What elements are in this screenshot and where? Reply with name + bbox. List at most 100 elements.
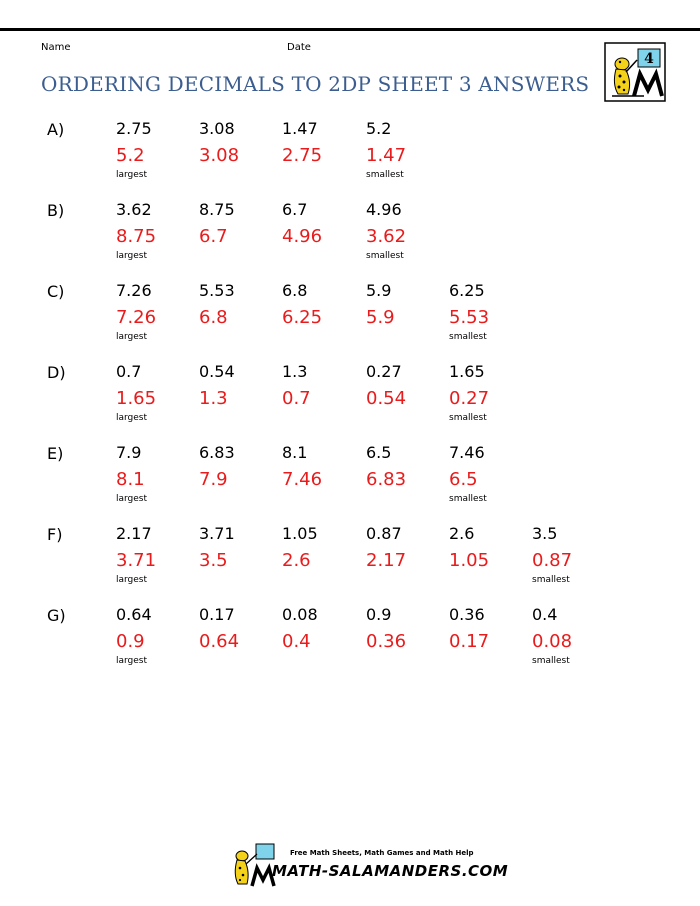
tag-spacer — [199, 494, 279, 504]
number-cell: 1.65 0.27 smallest — [449, 362, 529, 424]
original-number: 7.46 — [449, 443, 485, 462]
question-row: G) 0.64 0.9 largest 0.17 0.64 0.08 0.4 0.9 0.36 0.… — [0, 606, 700, 686]
ordered-answer: 8.75 — [116, 226, 157, 247]
ordered-answer: 7.46 — [282, 469, 323, 490]
ordered-answer: 2.6 — [282, 550, 311, 571]
question-label: F) — [47, 525, 63, 544]
question-label: D) — [47, 363, 66, 382]
footer-logo[interactable]: Free Math Sheets, Math Games and Math He… — [228, 842, 508, 888]
original-number: 6.25 — [449, 281, 485, 300]
sheet-title: ORDERING DECIMALS TO 2DP SHEET 3 ANSWERS — [41, 72, 590, 96]
original-number: 1.05 — [282, 524, 318, 543]
ordered-answer: 0.36 — [366, 631, 407, 652]
original-number: 3.5 — [532, 524, 558, 543]
original-number: 6.83 — [199, 443, 235, 462]
original-number: 5.2 — [366, 119, 392, 138]
ordered-answer: 4.96 — [282, 226, 323, 247]
number-cell: 6.25 5.53 smallest — [449, 281, 529, 343]
smallest-label: smallest — [449, 332, 487, 342]
tag-spacer — [282, 251, 362, 261]
name-label: Name — [41, 42, 71, 53]
tag-spacer — [282, 494, 362, 504]
original-number: 7.9 — [116, 443, 142, 462]
number-cell: 8.1 7.46 — [282, 444, 362, 504]
question-label: G) — [47, 606, 66, 625]
tag-spacer — [199, 251, 279, 261]
question-row: F) 2.17 3.71 largest 3.71 3.5 1.05 2.6 0.87 2.17 2… — [0, 525, 700, 605]
tag-spacer — [282, 413, 362, 423]
number-cell: 0.27 0.54 — [366, 363, 446, 423]
tag-spacer — [199, 575, 279, 585]
number-cell: 0.9 0.36 — [366, 606, 446, 666]
original-number: 0.64 — [116, 605, 152, 624]
number-cell: 7.26 7.26 largest — [116, 282, 196, 343]
ordered-answer: 0.7 — [282, 388, 311, 409]
original-number: 3.71 — [199, 524, 235, 543]
ordered-answer: 1.3 — [199, 388, 228, 409]
tag-spacer — [449, 575, 529, 585]
number-cell: 2.6 1.05 — [449, 525, 529, 585]
question-label: E) — [47, 444, 64, 463]
ordered-answer: 7.26 — [116, 307, 157, 328]
original-number: 0.9 — [366, 605, 392, 624]
number-cell: 0.17 0.64 — [199, 606, 279, 666]
smallest-label: smallest — [366, 251, 404, 261]
original-number: 0.08 — [282, 605, 318, 624]
original-number: 0.27 — [366, 362, 402, 381]
number-cell: 6.7 4.96 — [282, 201, 362, 261]
ordered-answer: 0.4 — [282, 631, 311, 652]
question-row: E) 7.9 8.1 largest 6.83 7.9 8.1 7.46 6.5 6.83 7.46… — [0, 444, 700, 524]
number-cell: 1.05 2.6 — [282, 525, 362, 585]
question-row: C) 7.26 7.26 largest 5.53 6.8 6.8 6.25 5.9 5.9 6.2… — [0, 282, 700, 362]
original-number: 4.96 — [366, 200, 402, 219]
tag-spacer — [366, 575, 446, 585]
tag-spacer — [366, 494, 446, 504]
number-cell: 3.71 3.5 — [199, 525, 279, 585]
number-cell: 7.9 8.1 largest — [116, 443, 196, 505]
original-number: 3.08 — [199, 119, 235, 138]
original-number: 5.9 — [366, 281, 392, 300]
number-cell: 8.75 6.7 — [199, 201, 279, 261]
number-cell: 4.96 3.62 smallest — [366, 200, 446, 262]
number-cell: 1.47 2.75 — [282, 120, 362, 180]
tag-spacer — [366, 413, 446, 423]
date-label: Date — [287, 42, 311, 53]
top-rule — [0, 28, 700, 31]
ordered-answer: 1.47 — [366, 145, 407, 166]
ordered-answer: 2.75 — [282, 145, 323, 166]
ordered-answer: 2.17 — [366, 550, 407, 571]
number-cell: 3.62 8.75 largest — [116, 201, 196, 262]
ordered-answer: 0.17 — [449, 631, 490, 652]
original-number: 6.8 — [282, 281, 308, 300]
logo-number: 4 — [644, 51, 654, 67]
question-row: A) 2.75 5.2 largest 3.08 3.08 1.47 2.75 5.2 1.47 s… — [0, 120, 700, 200]
number-cell: 5.53 6.8 — [199, 282, 279, 342]
tag-spacer — [199, 413, 279, 423]
smallest-label: smallest — [449, 494, 487, 504]
ordered-answer: 3.71 — [116, 550, 157, 571]
original-number: 0.7 — [116, 362, 142, 381]
ordered-answer: 0.9 — [116, 631, 145, 652]
original-number: 1.65 — [449, 362, 485, 381]
smallest-label: smallest — [532, 575, 570, 585]
salamander-logo: 4 — [604, 42, 666, 102]
smallest-label: smallest — [532, 656, 570, 666]
tag-spacer — [282, 332, 362, 342]
original-number: 2.75 — [116, 119, 152, 138]
ordered-answer: 0.27 — [449, 388, 490, 409]
footer-site-name[interactable]: MATH-SALAMANDERS.COM — [272, 862, 509, 880]
number-cell: 0.54 1.3 — [199, 363, 279, 423]
original-number: 0.36 — [449, 605, 485, 624]
original-number: 6.5 — [366, 443, 392, 462]
ordered-answer: 3.5 — [199, 550, 228, 571]
ordered-answer: 1.65 — [116, 388, 157, 409]
number-cell: 5.2 1.47 smallest — [366, 119, 446, 181]
largest-label: largest — [116, 494, 148, 504]
footer-tagline: Free Math Sheets, Math Games and Math He… — [290, 849, 474, 857]
ordered-answer: 3.62 — [366, 226, 407, 247]
number-cell: 0.7 1.65 largest — [116, 362, 196, 424]
original-number: 6.7 — [282, 200, 308, 219]
tag-spacer — [366, 656, 446, 666]
ordered-answer: 8.1 — [116, 469, 145, 490]
ordered-answer: 0.64 — [199, 631, 240, 652]
